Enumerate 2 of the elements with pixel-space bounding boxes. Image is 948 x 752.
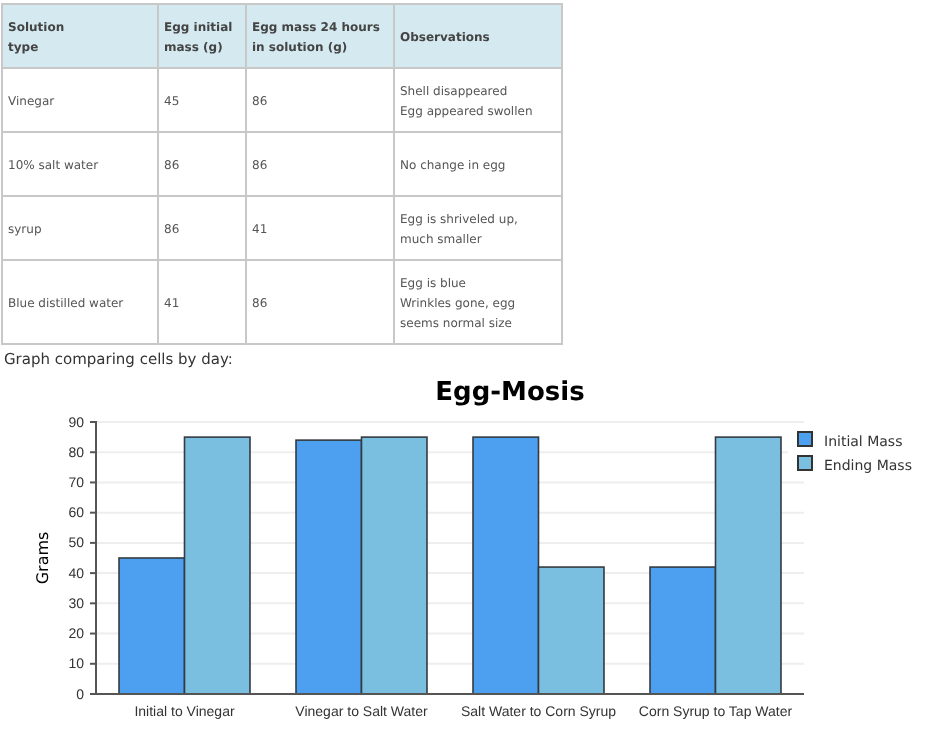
y-axis-title: Grams [34,531,52,585]
chart-title: Egg-Mosis [435,378,586,408]
